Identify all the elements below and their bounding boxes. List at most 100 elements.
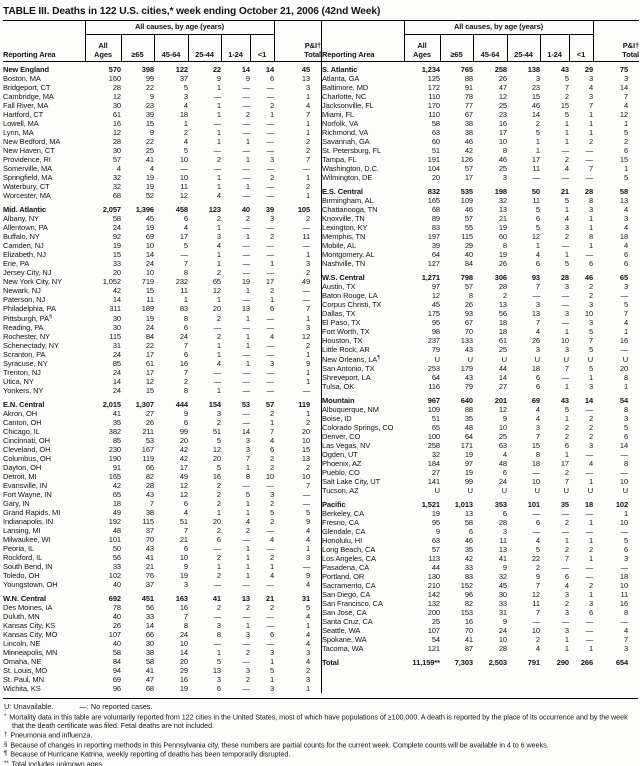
value-cell: 95 xyxy=(431,318,440,327)
value-cell: 32 xyxy=(112,173,121,182)
table-left: All causes, by age (years) Reporting Are… xyxy=(3,20,321,693)
value-cell: 51 xyxy=(431,146,440,155)
column-header-reporting-area: Reporting Area xyxy=(322,34,404,62)
reporting-area-cell: Wichita, KS xyxy=(3,684,41,693)
value-cell: 2 xyxy=(535,563,540,572)
reporting-area-cell: Lexington, KY xyxy=(322,223,368,232)
reporting-area-cell: Fort Worth, TX xyxy=(322,327,370,336)
value-cell: 3 xyxy=(245,666,250,675)
city-row: Corpus Christi, TX 45 26 13 3 — 3 5 xyxy=(322,300,639,309)
value-cell: 20 xyxy=(212,454,221,463)
value-cell: — xyxy=(585,146,594,155)
city-row: Los Angeles, CA 113 42 41 22 7 1 3 xyxy=(322,554,639,563)
value-cell: 2,015 xyxy=(102,400,121,409)
page-title: TABLE III. Deaths in 122 U.S. cities,* w… xyxy=(3,6,381,17)
city-row: Syracuse, NY 85 61 16 4 1 3 9 xyxy=(3,359,321,368)
reporting-area-cell: St. Paul, MN xyxy=(3,675,44,684)
value-cell: 21 xyxy=(498,214,507,223)
value-cell: 3 xyxy=(588,382,594,391)
value-cell: 84 xyxy=(145,332,154,341)
value-cell: 1 xyxy=(305,377,311,386)
value-cell: 1 xyxy=(216,259,221,268)
value-cell: 2 xyxy=(216,571,221,580)
value-cell: 14 xyxy=(145,250,154,259)
value-cell: 3 xyxy=(623,414,629,423)
value-cell: 4 xyxy=(305,630,311,639)
value-cell: 258 xyxy=(427,441,440,450)
value-cell: 7 xyxy=(564,364,569,373)
value-cell: — xyxy=(242,191,251,200)
value-cell: 94 xyxy=(112,666,121,675)
value-cell: 5 xyxy=(623,300,629,309)
value-cell: — xyxy=(266,128,275,137)
value-cell: 9 xyxy=(183,409,188,418)
reporting-area-cell: Phoenix, AZ xyxy=(322,459,362,468)
city-row: Richmond, VA 63 38 17 5 1 1 5 xyxy=(322,128,639,137)
value-cell: 25 xyxy=(431,617,440,626)
value-cell: 2 xyxy=(588,414,594,423)
value-cell: — xyxy=(242,268,251,277)
value-cell: 19 xyxy=(431,509,440,518)
value-cell: 46 xyxy=(464,536,473,545)
value-cell: 4 xyxy=(305,612,311,621)
value-cell: — xyxy=(532,468,541,477)
value-cell: 3 xyxy=(269,490,275,499)
value-cell: 49 xyxy=(301,277,311,286)
city-row: Savannah, GA 60 46 10 1 1 2 2 xyxy=(322,137,639,146)
value-cell: 1 xyxy=(183,295,188,304)
reporting-area-cell: Norfolk, VA xyxy=(322,119,359,128)
value-cell: 37 xyxy=(145,526,154,535)
value-cell: 58 xyxy=(112,214,121,223)
value-cell: 2 xyxy=(216,499,221,508)
value-cell: — xyxy=(266,350,275,359)
value-cell: 6 xyxy=(623,250,629,259)
reporting-area-cell: Hartford, CT xyxy=(3,110,44,119)
city-row: Camden, NJ 19 10 5 4 — — — xyxy=(3,241,321,250)
value-cell: 123 xyxy=(208,205,221,214)
reporting-area-cell: Detroit, MI xyxy=(3,472,37,481)
value-cell: 8 xyxy=(623,608,629,617)
value-cell: 451 xyxy=(141,594,154,603)
value-cell: 43 xyxy=(560,396,569,405)
city-row: Providence, RI 57 41 10 2 1 3 7 xyxy=(3,155,321,164)
value-cell: — xyxy=(213,146,222,155)
value-cell: 165 xyxy=(427,196,440,205)
footnote: § Because of changes in reporting method… xyxy=(4,740,549,750)
value-cell: 7 xyxy=(588,164,594,173)
city-row: Nashville, TN 127 84 26 6 5 6 6 xyxy=(322,259,639,268)
value-cell: — xyxy=(213,580,222,589)
value-cell: 22 xyxy=(145,137,154,146)
value-cell: 1 xyxy=(216,295,221,304)
reporting-area-cell: Dallas, TX xyxy=(322,309,356,318)
reporting-area-cell: Berkeley, CA xyxy=(322,509,365,518)
value-cell: 2,057 xyxy=(102,205,121,214)
reporting-area-cell: Somerville, MA xyxy=(3,164,53,173)
value-cell: 6 xyxy=(588,259,594,268)
value-cell: 6 xyxy=(183,418,188,427)
value-cell: 1 xyxy=(245,313,250,323)
reporting-area-cell: Tampa, FL xyxy=(322,155,357,164)
value-cell: 77 xyxy=(464,101,473,110)
value-cell: 7 xyxy=(564,83,569,92)
value-cell: 5 xyxy=(623,536,629,545)
value-cell: 2 xyxy=(564,423,569,432)
value-cell: 4 xyxy=(149,164,154,173)
value-cell: 6 xyxy=(183,499,188,508)
value-cell: 19 xyxy=(498,250,507,259)
reporting-area-cell: Albany, NY xyxy=(3,214,39,223)
value-cell: 20 xyxy=(619,364,629,373)
value-cell: 15 xyxy=(145,386,154,395)
value-cell: 6 xyxy=(623,545,629,554)
value-cell: 2 xyxy=(305,666,311,675)
value-cell: 11 xyxy=(532,164,540,173)
value-cell: 14 xyxy=(112,295,121,304)
value-cell: 12 xyxy=(498,92,507,101)
reporting-area-cell: Miami, FL xyxy=(322,110,355,119)
value-cell: 48 xyxy=(464,423,473,432)
city-row: Springfield, MA 32 19 10 1 — 2 1 xyxy=(3,173,321,182)
value-cell: 19 xyxy=(145,173,154,182)
value-cell: 4 xyxy=(116,164,121,173)
reporting-area-cell: Dayton, OH xyxy=(3,463,42,472)
value-cell: 1 xyxy=(216,350,221,359)
